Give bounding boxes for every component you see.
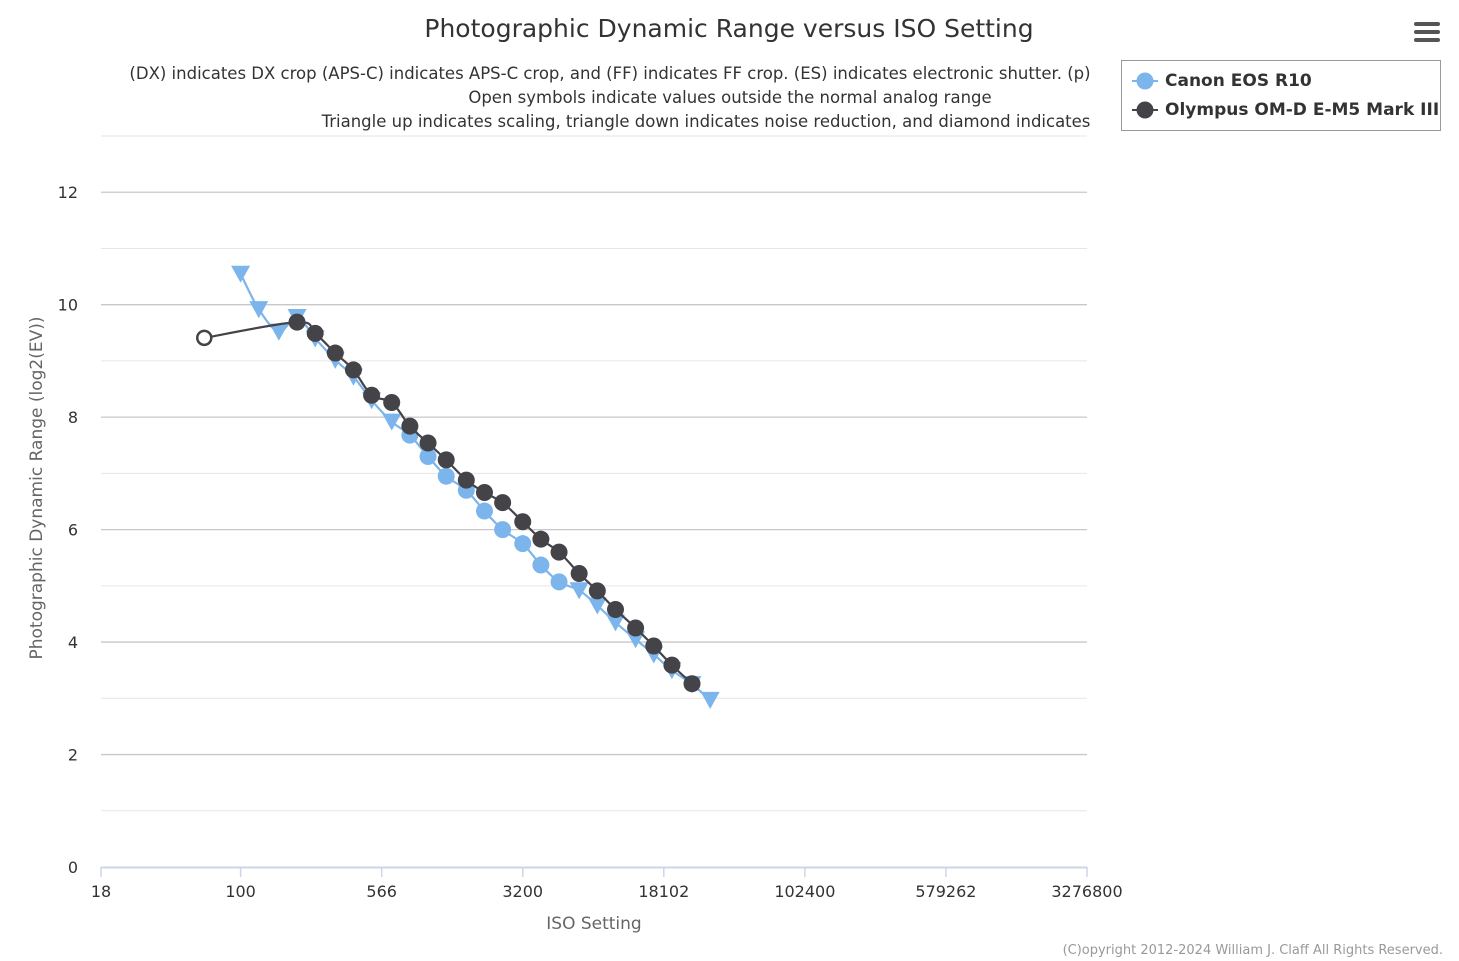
- legend-label-olympus: Olympus OM-D E-M5 Mark III: [1165, 100, 1440, 120]
- series-olympus: [196, 313, 701, 693]
- x-axis-title: ISO Setting: [546, 914, 641, 934]
- canon-point: [419, 448, 437, 466]
- olympus-point: [457, 471, 475, 489]
- canon-point-triangle: [700, 691, 720, 710]
- canon-point-triangle: [382, 413, 402, 431]
- x-tick-label: 102400: [774, 882, 835, 901]
- olympus-point: [494, 494, 512, 512]
- olympus-point: [663, 656, 681, 674]
- y-tick-label: 2: [68, 746, 78, 765]
- olympus-point: [383, 394, 401, 412]
- olympus-point: [550, 543, 568, 561]
- x-tick-label: 100: [225, 882, 256, 901]
- canon-point-triangle: [269, 323, 289, 341]
- olympus-point: [288, 313, 306, 331]
- olympus-point: [306, 324, 324, 342]
- legend-label-canon: Canon EOS R10: [1165, 71, 1312, 91]
- grid-lines: [101, 135, 1087, 812]
- olympus-point: [570, 564, 588, 582]
- canon-point-triangle: [249, 301, 269, 319]
- canon-point-triangle: [231, 265, 251, 283]
- olympus-point: [683, 675, 701, 693]
- plot-series: [196, 265, 720, 710]
- y-tick-label: 12: [58, 183, 78, 202]
- y-tick-label: 4: [68, 633, 78, 652]
- subtitle-line-1: (DX) indicates DX crop (APS-C) indicates…: [129, 64, 1090, 83]
- x-tick-label: 579262: [915, 882, 976, 901]
- olympus-point: [437, 451, 455, 469]
- canon-point-triangle: [626, 631, 646, 649]
- olympus-point: [627, 619, 645, 637]
- axes: 0 2 4 6 8 10 12 18 100 566 3200 18102 102400 579262 32…: [58, 183, 1123, 901]
- canon-point-triangle: [605, 614, 625, 632]
- olympus-point: [514, 513, 532, 531]
- olympus-point-open: [196, 329, 213, 347]
- legend-item-olympus[interactable]: Olympus OM-D E-M5 Mark III: [1132, 99, 1439, 121]
- canon-point-triangle: [587, 597, 607, 615]
- canon-point: [475, 502, 493, 520]
- x-tick-label: 18: [91, 882, 111, 901]
- y-tick-label: 10: [58, 296, 78, 315]
- x-tick-label: 3276800: [1051, 882, 1122, 901]
- olympus-point: [606, 600, 624, 618]
- chart-menu-button[interactable]: [1409, 18, 1445, 48]
- canon-point: [550, 573, 568, 591]
- canon-point: [514, 535, 532, 553]
- canon-point-triangle: [569, 582, 589, 600]
- legend-circle-icon: [1132, 101, 1158, 119]
- olympus-point: [588, 582, 606, 600]
- x-tick-label: 18102: [638, 882, 689, 901]
- y-tick-label: 8: [68, 408, 78, 427]
- olympus-point: [532, 530, 550, 548]
- y-axis-title: Photographic Dynamic Range (log2(EV)): [27, 316, 47, 659]
- olympus-point: [645, 637, 663, 655]
- canon-point: [437, 467, 455, 485]
- olympus-point: [475, 484, 493, 502]
- chart-subtitle: (DX) indicates DX crop (APS-C) indicates…: [129, 64, 1090, 131]
- x-tick-label: 566: [366, 882, 397, 901]
- x-tick-label: 3200: [502, 882, 543, 901]
- credits-text[interactable]: (C)opyright 2012-2024 William J. Claff A…: [1063, 943, 1443, 958]
- legend-circle-icon: [1132, 72, 1158, 90]
- subtitle-line-2: Open symbols indicate values outside the…: [468, 88, 991, 107]
- canon-point: [532, 556, 550, 574]
- y-tick-label: 6: [68, 521, 78, 540]
- subtitle-line-3: Triangle up indicates scaling, triangle …: [321, 112, 1091, 131]
- legend-item-canon[interactable]: Canon EOS R10: [1132, 70, 1432, 92]
- y-tick-label: 0: [68, 858, 78, 877]
- chart-legend: Canon EOS R10 Olympus OM-D E-M5 Mark III: [1121, 60, 1441, 131]
- canon-point: [494, 521, 512, 539]
- olympus-point: [419, 434, 437, 452]
- series-line-olympus: [203, 321, 694, 685]
- olympus-point: [401, 417, 419, 435]
- chart-title: Photographic Dynamic Range versus ISO Se…: [424, 14, 1033, 43]
- olympus-point: [326, 344, 344, 362]
- olympus-point: [363, 386, 381, 404]
- olympus-point: [344, 361, 362, 379]
